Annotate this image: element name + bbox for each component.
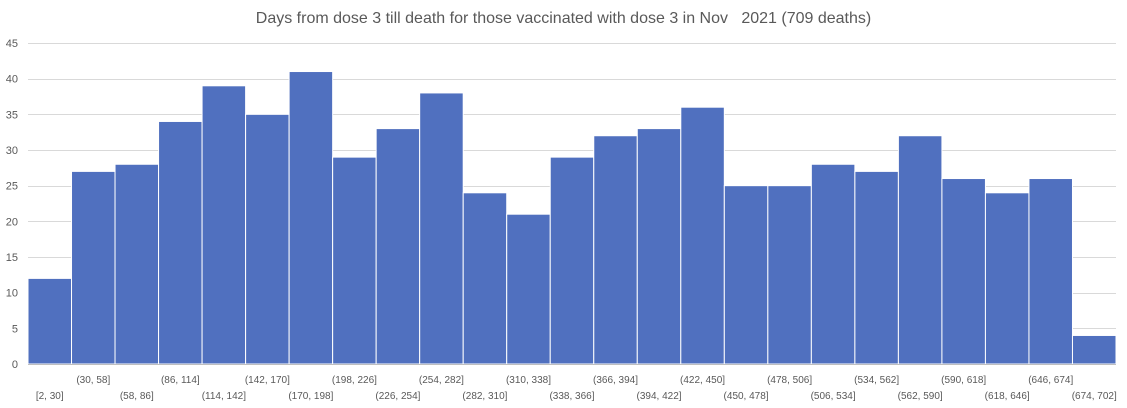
x-tick-label: (226, 254] — [375, 391, 420, 402]
x-axis-tick-labels: [2, 30] (30, 58] (58, 86] (86, 114](114, 14… — [36, 375, 1117, 402]
histogram-bar — [723, 185, 769, 365]
histogram-bar — [462, 192, 508, 365]
histogram-bar — [984, 192, 1030, 365]
histogram-bar — [767, 185, 812, 365]
y-tick-label: 40 — [6, 74, 18, 86]
x-tick-label: (86, 114] — [161, 375, 200, 386]
histogram-bar — [810, 163, 856, 365]
y-tick-label: 45 — [6, 38, 18, 50]
y-tick-label: 25 — [6, 181, 18, 193]
x-tick-label: (534, 562] — [854, 375, 899, 386]
histogram-bar — [375, 128, 421, 365]
histogram-bar — [636, 128, 682, 365]
y-tick-label: 35 — [6, 109, 18, 121]
x-tick-label: (30, 58] — [76, 375, 110, 386]
x-tick-label: (422, 450] — [680, 375, 725, 386]
x-tick-label: (618, 646] — [985, 391, 1030, 402]
x-tick-label: (198, 226] — [332, 375, 377, 386]
x-tick-label: (562, 590] — [898, 391, 943, 402]
histogram-bar — [1028, 178, 1073, 365]
x-tick-label: (674, 702] — [1072, 391, 1117, 402]
y-axis-tick-labels: 0 5 10 15 20 25 30 35 40 45 — [6, 38, 18, 371]
histogram-bar — [332, 156, 377, 365]
chart-title: Days from dose 3 till death for those va… — [255, 10, 872, 27]
y-tick-label: 0 — [12, 359, 18, 371]
histogram-bar — [158, 120, 203, 365]
histogram-bar — [201, 85, 247, 365]
x-tick-label: (310, 338] — [506, 375, 551, 386]
x-tick-label: (590, 618] — [941, 375, 986, 386]
y-tick-label: 5 — [12, 323, 18, 335]
x-tick-label: (366, 394] — [593, 375, 638, 386]
histogram-bar — [854, 170, 899, 365]
histogram-bar — [897, 135, 943, 365]
histogram-bar — [506, 213, 551, 365]
histogram-bar — [288, 71, 334, 365]
histogram-bar — [1071, 334, 1117, 365]
histogram-bar — [593, 135, 638, 365]
x-tick-label: (506, 534] — [811, 391, 856, 402]
x-tick-label: [2, 30] — [36, 391, 64, 402]
y-tick-label: 20 — [6, 216, 18, 228]
x-tick-label: (114, 142] — [202, 391, 247, 402]
x-tick-label: (254, 282] — [419, 375, 464, 386]
histogram-bar — [680, 106, 725, 365]
histogram-bar — [27, 277, 73, 365]
x-tick-label: (450, 478] — [724, 391, 769, 402]
x-tick-label: (170, 198] — [288, 391, 333, 402]
x-tick-label: (338, 366] — [549, 391, 594, 402]
x-tick-label: (394, 422] — [637, 391, 682, 402]
histogram-bar — [941, 178, 986, 365]
bars — [27, 71, 1117, 365]
x-tick-label: (58, 86] — [120, 391, 154, 402]
histogram-bar — [419, 92, 464, 365]
y-tick-label: 15 — [6, 252, 18, 264]
x-tick-label: (646, 674] — [1028, 375, 1073, 386]
y-tick-label: 10 — [6, 288, 18, 300]
histogram-bar — [114, 163, 160, 365]
y-tick-label: 30 — [6, 145, 18, 157]
x-tick-label: (142, 170] — [245, 375, 290, 386]
histogram-bar — [549, 156, 595, 365]
x-tick-label: (478, 506] — [767, 375, 812, 386]
x-tick-label: (282, 310] — [462, 391, 507, 402]
histogram-bar — [245, 113, 290, 365]
histogram-bar — [71, 170, 116, 365]
